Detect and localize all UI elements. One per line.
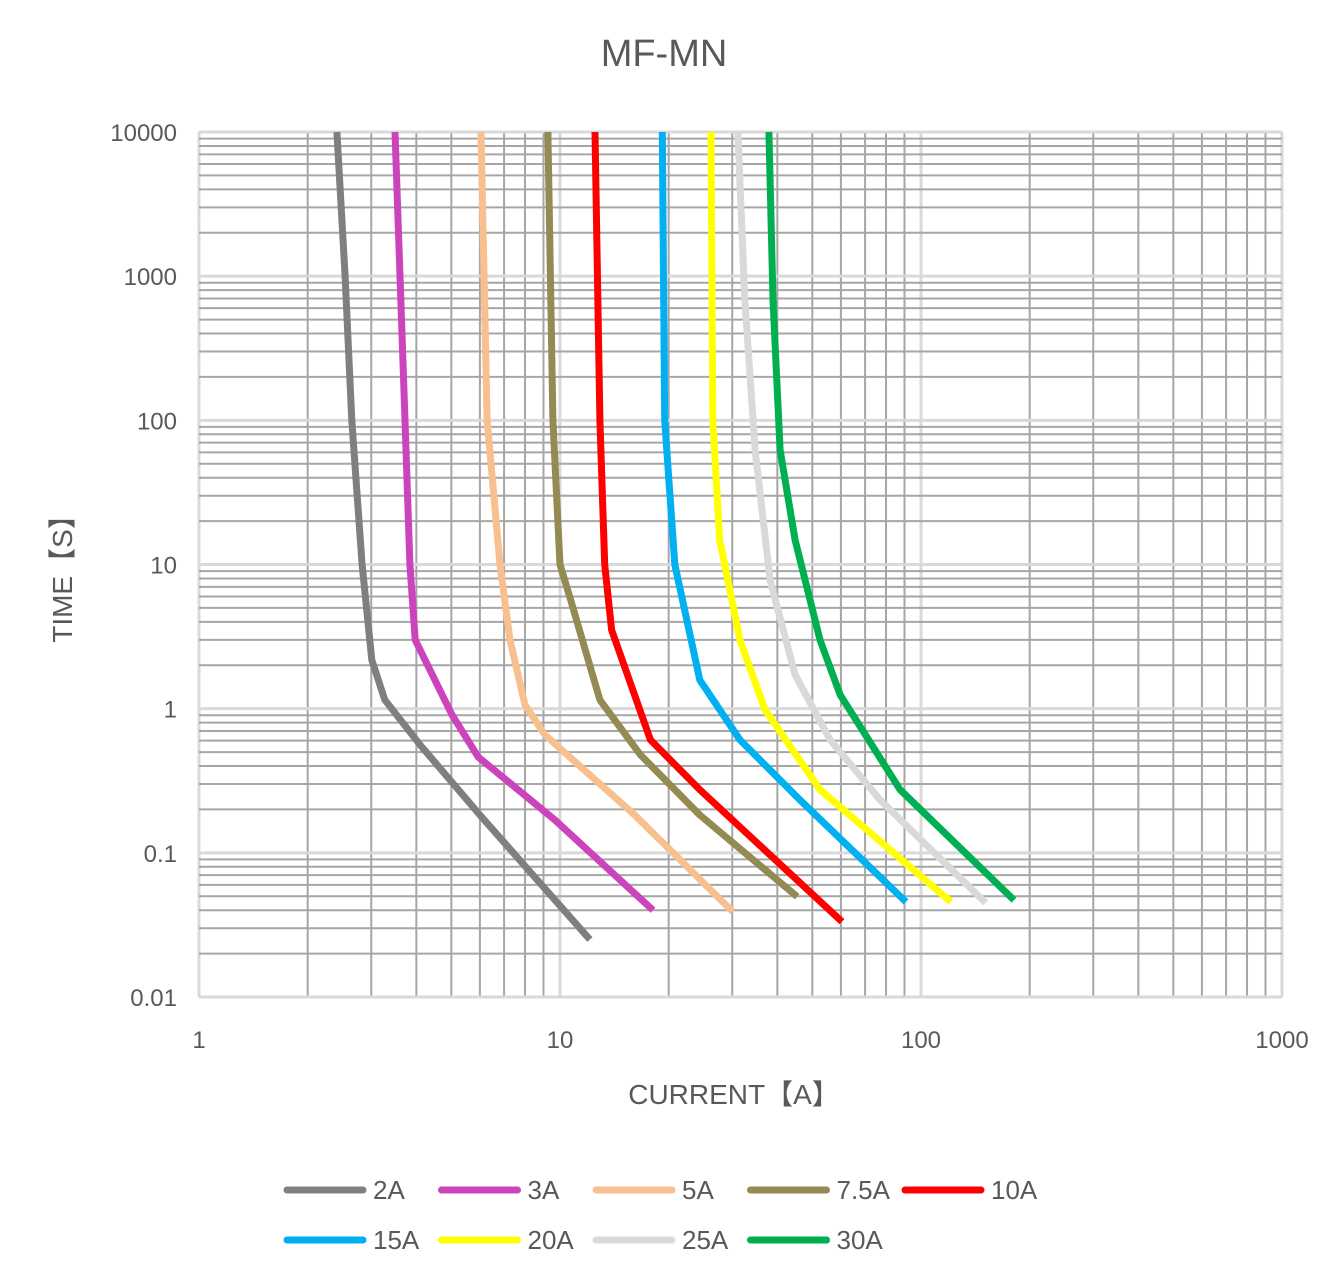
series-line-30A <box>765 131 1017 903</box>
legend-label: 2A <box>373 1175 405 1205</box>
y-tick-label: 0.1 <box>144 841 177 868</box>
y-tick-label: 1000 <box>124 264 177 291</box>
legend-item: 3A <box>438 1175 560 1205</box>
legend-item: 10A <box>901 1175 1038 1205</box>
series-line-5A <box>477 131 736 915</box>
legend-item: 20A <box>438 1225 575 1255</box>
x-axis-label: CURRENT【A】 <box>628 1079 840 1110</box>
y-tick-label: 0.01 <box>130 985 177 1012</box>
chart-title: MF-MN <box>601 33 728 75</box>
y-axis-label: TIME【S】 <box>47 501 78 643</box>
series-line-15A <box>658 131 909 905</box>
legend-label: 10A <box>991 1175 1038 1205</box>
legend-label: 30A <box>837 1225 884 1255</box>
legend-item: 2A <box>283 1175 405 1205</box>
series-line-25A <box>734 131 989 906</box>
series-line-20A <box>707 131 954 905</box>
series-line-3A <box>391 131 656 913</box>
legend-item: 7.5A <box>747 1175 891 1205</box>
legend-item: 25A <box>592 1225 729 1255</box>
x-tick-label: 100 <box>901 1027 941 1054</box>
x-tick-label: 1000 <box>1255 1027 1308 1054</box>
x-tick-labels: 1 10 100 1000 <box>192 1027 1308 1054</box>
legend-label: 20A <box>528 1225 575 1255</box>
y-tick-label: 10000 <box>110 120 177 147</box>
legend-label: 7.5A <box>837 1175 891 1205</box>
legend-item: 30A <box>747 1225 884 1255</box>
legend-label: 15A <box>373 1225 420 1255</box>
y-tick-label: 10 <box>150 553 177 580</box>
legend-label: 5A <box>682 1175 714 1205</box>
legend-item: 15A <box>283 1225 420 1255</box>
legend-item: 5A <box>592 1175 714 1205</box>
legend-label: 25A <box>682 1225 729 1255</box>
series-lines <box>333 131 1017 942</box>
legend: 2A 3A 5A 7.5A 10A 15A 20A 25A 30A <box>283 1175 1038 1255</box>
legend-label: 3A <box>528 1175 560 1205</box>
series-line-10A <box>591 131 845 925</box>
series-line-7.5A <box>544 131 800 900</box>
x-tick-label: 1 <box>192 1027 205 1054</box>
series-line-2A <box>333 131 593 942</box>
y-tick-label: 1 <box>164 697 177 724</box>
y-tick-labels: 0.01 0.1 1 10 100 1000 10000 <box>110 120 177 1012</box>
y-tick-label: 100 <box>137 408 177 435</box>
x-tick-label: 10 <box>547 1027 574 1054</box>
